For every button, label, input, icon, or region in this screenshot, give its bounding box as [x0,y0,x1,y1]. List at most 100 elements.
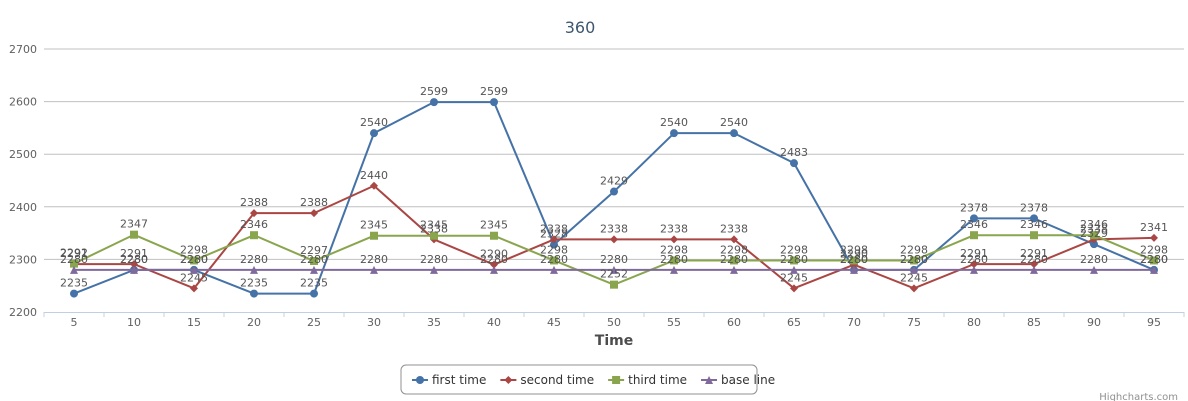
data-point [730,256,738,265]
data-point [790,159,798,168]
x-tick-label: 80 [967,316,981,329]
data-label: 2280 [840,253,868,266]
data-point [430,98,438,107]
data-label: 2599 [480,85,508,98]
data-label: 2298 [780,243,808,256]
data-point [370,231,378,240]
data-point [130,265,138,274]
legend-item[interactable]: third time [608,373,687,387]
data-point [370,265,378,274]
data-point [250,289,258,298]
x-axis: 5 10 15 20 25 30 35 40 45 50 55 60 65 70 75 80 85 90 95 [43,312,1185,329]
series-group [70,98,1158,298]
data-point [910,256,918,265]
legend-item[interactable]: second time [500,373,594,387]
data-point [610,280,618,289]
data-label: 2291 [960,247,988,260]
data-point [130,230,138,239]
data-label: 2388 [300,196,328,209]
legend-marker [504,376,513,384]
data-point [310,256,318,265]
legend-item[interactable]: base line [701,373,775,387]
legend-label: second time [520,373,594,387]
data-label: 2245 [900,271,928,284]
data-point [1150,256,1158,265]
data-label: 2338 [540,222,568,235]
data-point [250,231,258,240]
data-point [670,235,678,244]
data-label: 2338 [1080,222,1108,235]
data-point [970,214,978,223]
data-point [490,265,498,274]
data-point [610,265,618,274]
data-point [670,265,678,274]
data-label: 2280 [60,253,88,266]
data-point [550,265,558,274]
data-point [1090,265,1098,274]
data-point [190,265,198,274]
legend-label: base line [721,373,775,387]
data-label: 2346 [240,218,268,231]
x-tick-label: 55 [667,316,681,329]
data-label: 2338 [720,222,748,235]
data-point [490,98,498,107]
data-label: 2345 [420,219,448,232]
data-point [310,289,318,298]
series-third-time [70,230,1158,289]
data-label: 2298 [180,243,208,256]
data-label: 2280 [240,253,268,266]
credits-text: Highcharts.com [1099,392,1178,401]
data-label: 2280 [1020,253,1048,266]
legend-label: first time [432,373,486,387]
data-point [490,260,498,269]
data-label: 2388 [240,196,268,209]
data-point [850,265,858,274]
data-point [1150,265,1158,274]
data-point [310,265,318,274]
data-label: 2290 [840,248,868,261]
data-label: 2540 [360,116,388,129]
data-point [1030,214,1038,223]
x-tick-label: 85 [1027,316,1041,329]
x-tick-label: 50 [607,316,621,329]
data-point [550,240,558,249]
data-label: 2378 [960,201,988,214]
data-label: 2599 [420,85,448,98]
data-label: 2280 [300,253,328,266]
data-label: 2345 [360,219,388,232]
data-label: 2280 [1080,253,1108,266]
data-label: 2235 [240,277,268,290]
data-point [1090,231,1098,240]
data-label: 2298 [540,243,568,256]
data-label: 2338 [600,222,628,235]
data-label: 2298 [660,243,688,256]
data-label: 2280 [780,253,808,266]
data-label: 2346 [1020,218,1048,231]
y-tick-label: 2500 [9,148,37,161]
data-point [910,284,918,293]
data-point [190,284,198,293]
data-label: 2290 [480,248,508,261]
data-label: 2297 [300,244,328,257]
legend-marker [705,376,714,384]
data-label: 2280 [420,253,448,266]
data-label: 2280 [960,253,988,266]
x-tick-label: 40 [487,316,501,329]
legend-marker [612,376,621,384]
data-point [970,231,978,240]
data-label: 2235 [60,277,88,290]
data-point [250,209,258,218]
data-point [70,259,78,268]
data-point [670,256,678,265]
legend-item[interactable]: first time [412,373,486,387]
data-point [610,187,618,196]
data-point [370,181,378,190]
data-label: 2328 [540,228,568,241]
data-label: 2280 [360,253,388,266]
data-label: 2280 [900,253,928,266]
data-point [670,129,678,138]
grid-lines [44,48,1184,260]
data-point [370,129,378,138]
x-tick-label: 25 [307,316,321,329]
